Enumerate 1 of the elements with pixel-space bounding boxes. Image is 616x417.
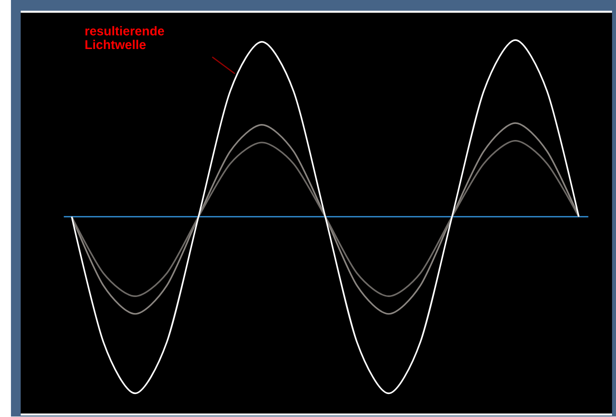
annotation: resultierende Lichtwelle xyxy=(85,26,164,50)
